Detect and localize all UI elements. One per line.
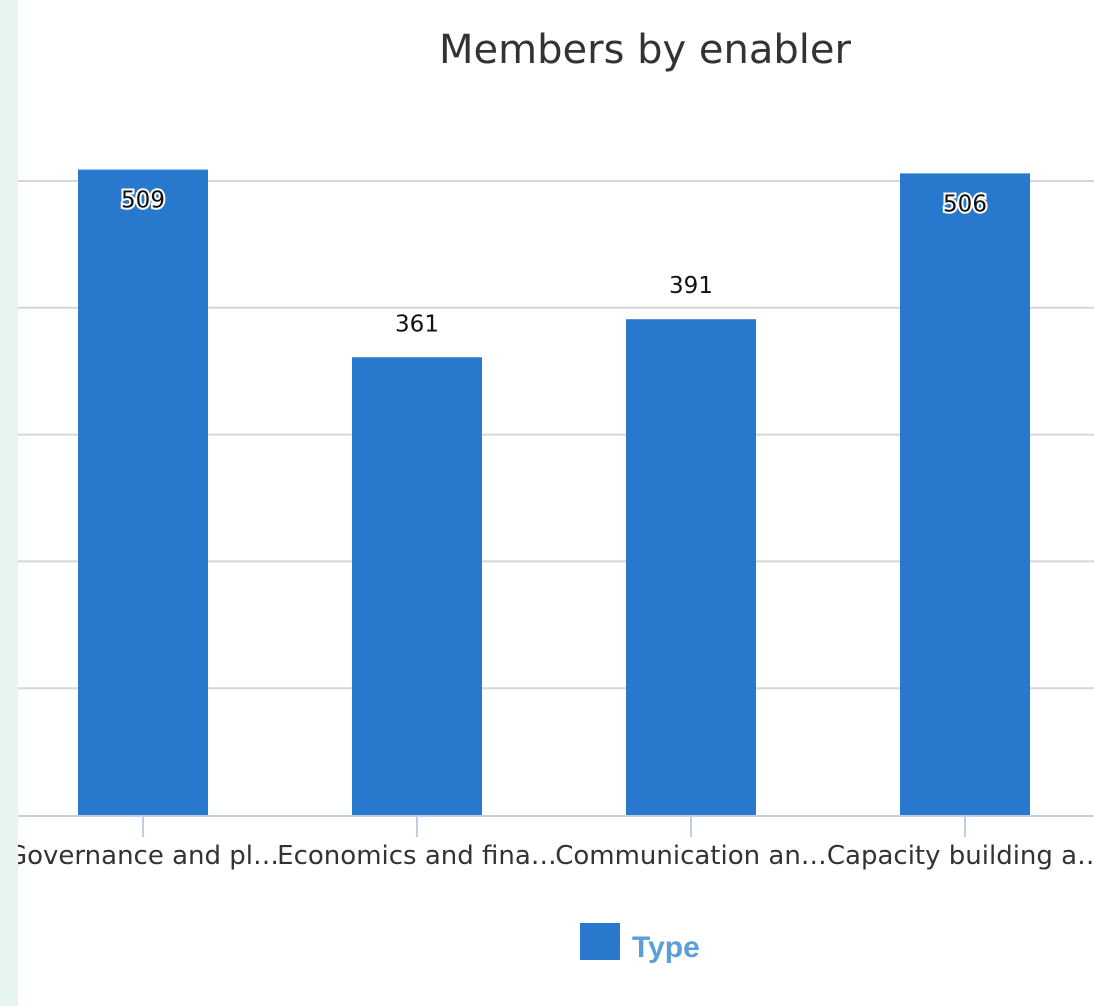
data-label: 506 [943, 191, 987, 217]
x-tick-label: Capacity building a… [827, 841, 1094, 871]
x-tick-label: Economics and fina… [277, 841, 557, 871]
legend-swatch[interactable] [580, 923, 620, 960]
bar[interactable] [900, 173, 1030, 816]
data-label: 361 [395, 311, 439, 337]
legend[interactable]: Type [580, 923, 700, 964]
bar[interactable] [78, 169, 208, 815]
chart-panel: Members by enabler 509 361 391 506 Governan… [18, 0, 1094, 1006]
x-axis: Governance and pl…Economics and fina…Com… [18, 815, 1094, 871]
bar[interactable] [352, 357, 482, 815]
legend-label[interactable]: Type [632, 931, 700, 964]
bars: 509 361 391 506 [78, 169, 1030, 816]
bar[interactable] [626, 319, 756, 815]
bar-chart: Members by enabler 509 361 391 506 Governan… [18, 27, 1094, 964]
data-label: 391 [669, 273, 713, 299]
x-tick-label: Communication an… [555, 841, 827, 871]
data-label: 509 [121, 188, 165, 214]
x-tick-label: Governance and pl… [18, 841, 279, 871]
chart-title: Members by enabler [439, 27, 851, 73]
